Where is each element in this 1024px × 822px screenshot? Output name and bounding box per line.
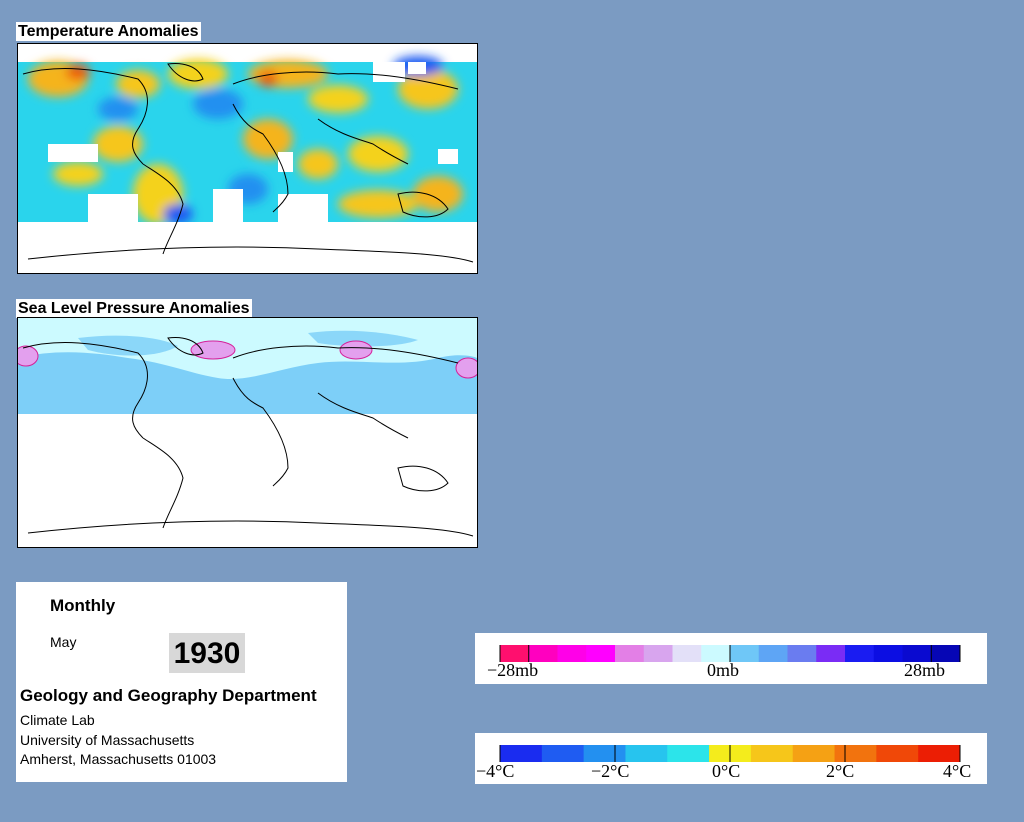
pressure-legend: −28mb 0mb 28mb: [475, 633, 987, 684]
temp-legend-swatch: [541, 745, 585, 762]
temp-label-plus-4: 4°C: [943, 761, 972, 781]
department-name: Geology and Geography Department: [20, 686, 317, 705]
period-mode: Monthly: [50, 596, 116, 615]
temp-label-plus-2: 2°C: [826, 761, 855, 781]
pressure-legend-swatch: [586, 645, 616, 662]
temp-legend-swatch: [750, 745, 794, 762]
pressure-legend-swatch: [758, 645, 788, 662]
temperature-color-bar: [499, 745, 961, 762]
temperature-anomaly-map: [17, 43, 478, 274]
sea-level-pressure-anomaly-map: [17, 317, 478, 548]
temp-label-minus-2: −2°C: [591, 761, 630, 781]
temp-legend-swatch: [500, 745, 543, 762]
address-line-2: University of Massachusetts: [20, 732, 195, 748]
pressure-legend-swatch: [500, 645, 530, 662]
temp-legend-swatch: [834, 745, 877, 762]
temperature-map-title: Temperature Anomalies: [16, 22, 201, 41]
temp-legend-swatch: [625, 745, 668, 762]
pressure-legend-swatch: [845, 645, 875, 662]
pressure-legend-swatch: [672, 645, 702, 662]
pressure-label-max: 28mb: [904, 660, 946, 680]
temp-label-zero: 0°C: [712, 761, 741, 781]
pressure-legend-swatch: [701, 645, 731, 662]
pressure-legend-swatch: [816, 645, 846, 662]
address-line-1: Climate Lab: [20, 712, 95, 728]
pressure-label-zero: 0mb: [707, 660, 740, 680]
pressure-legend-swatch: [557, 645, 587, 662]
year-display: 1930: [169, 633, 245, 673]
pressure-legend-swatch: [873, 645, 903, 662]
info-panel: Monthly May 1930 Geology and Geography D…: [16, 582, 347, 782]
address-line-3: Amherst, Massachusetts 01003: [20, 751, 217, 767]
pressure-legend-swatch: [787, 645, 817, 662]
pressure-legend-swatch: [528, 645, 558, 662]
pressure-legend-swatch: [931, 645, 961, 662]
temp-legend-swatch: [667, 745, 710, 762]
pressure-legend-swatch: [615, 645, 645, 662]
temperature-legend: −4°C −2°C 0°C 2°C 4°C: [475, 733, 987, 784]
temp-label-minus-4: −4°C: [476, 761, 515, 781]
pressure-map-title: Sea Level Pressure Anomalies: [16, 299, 252, 318]
temp-legend-swatch: [918, 745, 961, 762]
temp-legend-swatch: [792, 745, 836, 762]
pressure-legend-swatch: [643, 645, 673, 662]
pressure-legend-swatch: [902, 645, 932, 662]
temp-legend-swatch: [583, 745, 626, 762]
pressure-label-min: −28mb: [487, 660, 539, 680]
pressure-color-bar: [499, 645, 961, 662]
pressure-legend-swatch: [730, 645, 760, 662]
temp-legend-swatch: [876, 745, 919, 762]
month-label: May: [50, 634, 77, 650]
